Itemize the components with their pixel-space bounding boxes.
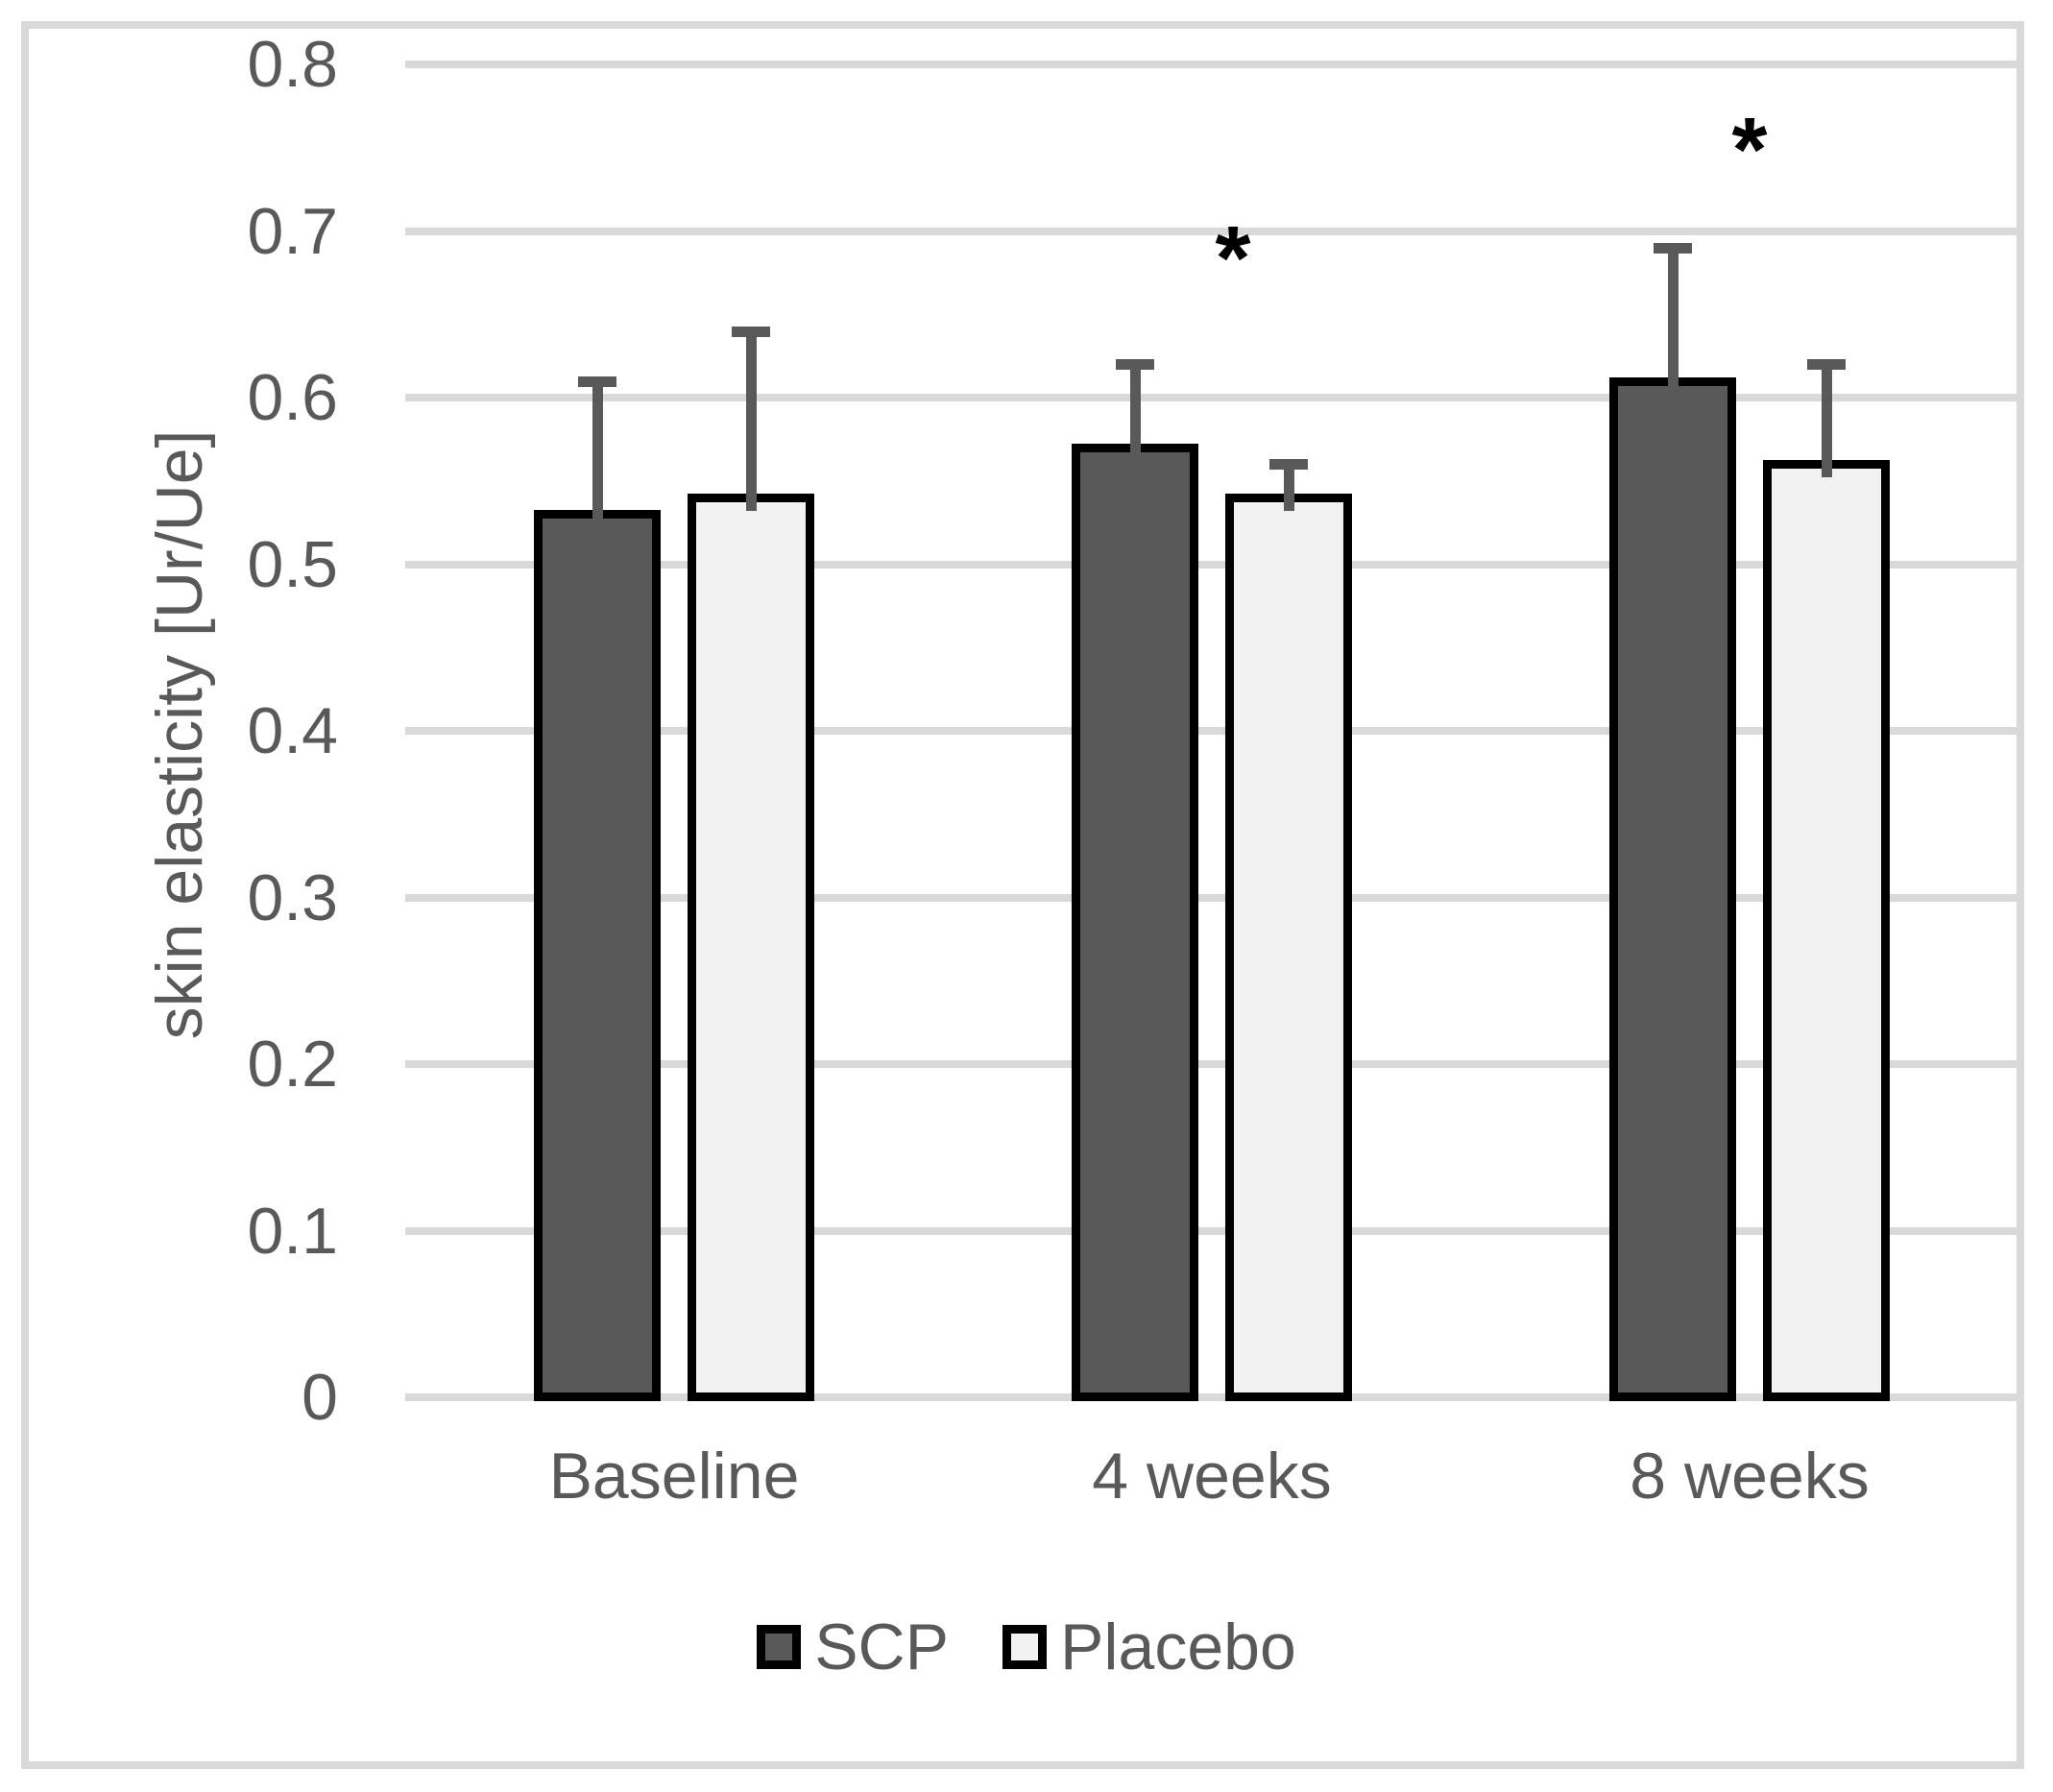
x-category-label-baseline: Baseline bbox=[548, 1440, 800, 1513]
bar-placebo-4-weeks bbox=[1225, 494, 1352, 1401]
error-bar-stem-scp-4-weeks bbox=[1129, 364, 1141, 462]
bar-scp-4-weeks bbox=[1072, 444, 1198, 1401]
legend-label-scp: SCP bbox=[814, 1610, 950, 1683]
significance-asterisk-4-weeks: * bbox=[1215, 207, 1251, 310]
error-bar-stem-scp-baseline bbox=[592, 380, 603, 528]
error-bar-stem-scp-8-weeks bbox=[1667, 247, 1679, 395]
y-tick-label-0.2: 0.2 bbox=[247, 1028, 338, 1101]
y-tick-label-0.4: 0.4 bbox=[247, 694, 338, 767]
chart-frame bbox=[21, 21, 2024, 1769]
legend-swatch-placebo-icon bbox=[1002, 1625, 1048, 1669]
x-category-label-4-weeks: 4 weeks bbox=[1092, 1440, 1332, 1513]
y-tick-label-0.3: 0.3 bbox=[247, 860, 338, 934]
legend-swatch-scp-icon bbox=[757, 1625, 802, 1669]
gridline-0.8 bbox=[405, 61, 2018, 68]
x-category-label-8-weeks: 8 weeks bbox=[1630, 1440, 1870, 1513]
gridline-0.3 bbox=[405, 893, 2018, 902]
significance-asterisk-8-weeks: * bbox=[1731, 99, 1768, 202]
legend-label-placebo: Placebo bbox=[1060, 1610, 1296, 1683]
error-bar-stem-placebo-8-weeks bbox=[1821, 364, 1832, 478]
gridline-0.4 bbox=[405, 727, 2018, 735]
y-tick-label-0.8: 0.8 bbox=[247, 28, 338, 101]
bar-scp-8-weeks bbox=[1609, 376, 1736, 1401]
error-bar-cap-placebo-4-weeks bbox=[1269, 459, 1308, 471]
error-bar-cap-placebo-8-weeks bbox=[1807, 359, 1846, 371]
error-bar-stem-placebo-4-weeks bbox=[1283, 464, 1294, 512]
bar-scp-baseline bbox=[534, 510, 661, 1401]
error-bar-cap-placebo-baseline bbox=[732, 326, 770, 337]
legend: SCP Placebo bbox=[0, 1610, 2053, 1683]
error-bar-cap-scp-baseline bbox=[578, 375, 616, 387]
gridline-0.1 bbox=[405, 1226, 2018, 1235]
y-tick-label-0.6: 0.6 bbox=[247, 361, 338, 434]
gridline-0.5 bbox=[405, 560, 2018, 569]
y-tick-label-0: 0 bbox=[302, 1361, 338, 1434]
y-tick-label-0.7: 0.7 bbox=[247, 194, 338, 268]
legend-item-scp: SCP bbox=[757, 1610, 950, 1683]
y-tick-label-0.1: 0.1 bbox=[247, 1194, 338, 1268]
error-bar-cap-scp-4-weeks bbox=[1116, 359, 1154, 371]
error-bar-cap-scp-8-weeks bbox=[1654, 242, 1692, 254]
gridline-0.2 bbox=[405, 1060, 2018, 1068]
gridline-0.6 bbox=[405, 394, 2018, 401]
gridline-0.7 bbox=[405, 227, 2018, 235]
legend-item-placebo: Placebo bbox=[1002, 1610, 1296, 1683]
gridline-0 bbox=[405, 1393, 2018, 1401]
error-bar-stem-placebo-baseline bbox=[745, 330, 757, 512]
y-tick-label-0.5: 0.5 bbox=[247, 527, 338, 601]
bar-placebo-baseline bbox=[688, 494, 814, 1401]
y-axis-title: skin elasticity [Ur/Ue] bbox=[143, 429, 216, 1040]
bar-placebo-8-weeks bbox=[1763, 460, 1890, 1401]
